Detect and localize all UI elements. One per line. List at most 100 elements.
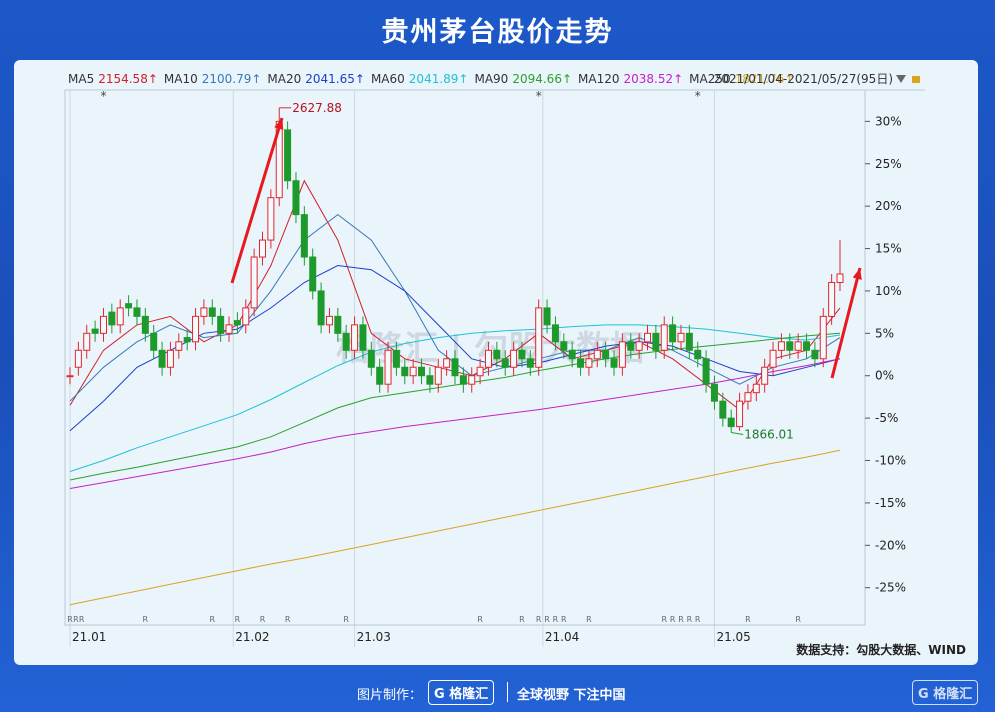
legend-name: MA10 [164, 72, 198, 86]
legend-name: MA20 [267, 72, 301, 86]
dropdown-icon [896, 75, 906, 83]
r-marker: R [519, 615, 525, 624]
source: 数据支持：勾股大数据、WIND [796, 642, 966, 657]
candle-body [635, 341, 643, 351]
candle-body [685, 332, 693, 351]
candle-body [560, 341, 568, 351]
candle-body [83, 332, 91, 351]
r-marker: R [73, 615, 79, 624]
y-tick-label: 20% [875, 199, 902, 213]
title: 贵州茅台股价走势 [381, 17, 614, 48]
annotation: 1866.01 [744, 428, 794, 442]
ma-line [69, 324, 841, 472]
r-marker: R [477, 615, 483, 624]
r-marker: R [553, 615, 559, 624]
candle-body [125, 303, 133, 309]
candle-body [744, 392, 752, 402]
candle-body [317, 290, 325, 326]
candle-body [409, 366, 417, 377]
candle-body [535, 307, 543, 368]
candle-body [133, 307, 141, 317]
panel [14, 60, 978, 665]
candle-body [426, 375, 434, 385]
candle-body [585, 358, 593, 368]
candle-body [719, 400, 727, 419]
candle-body [108, 311, 116, 326]
candle-body [325, 315, 333, 326]
candle-body [401, 366, 409, 377]
candle-body [644, 332, 651, 343]
corner-logo: G 格隆汇 [912, 680, 979, 705]
footer: 图片制作： G 格隆汇 全球视野 下注中国 G 格隆汇 [0, 680, 995, 706]
candle-body [803, 341, 811, 351]
r-marker: R [67, 615, 73, 624]
candle-body [501, 358, 509, 368]
lock-icon [912, 76, 920, 83]
candle-body [208, 307, 216, 317]
trend-arrow-head [274, 118, 284, 130]
candle-body [794, 341, 802, 351]
legend-value: 1821.76↑ [735, 72, 795, 86]
candle-body [183, 337, 191, 343]
candle-body [694, 349, 702, 360]
candle-body [141, 315, 149, 334]
candle-body [284, 129, 292, 182]
trend-arrow [830, 267, 862, 379]
legend-name: MA5 [68, 72, 94, 86]
candle-body [836, 273, 844, 283]
star-marker: * [695, 89, 701, 103]
y-tick-label: -15% [875, 496, 906, 510]
candle-body [91, 328, 99, 334]
candle-body [484, 349, 492, 368]
r-marker: R [536, 615, 542, 624]
r-marker: R [285, 615, 291, 624]
y-tick-label: 30% [875, 114, 902, 128]
y-tick-label: 15% [875, 242, 902, 256]
y-tick-label: 0% [875, 369, 894, 383]
candle-body [166, 349, 174, 368]
candle-body [526, 358, 534, 368]
candle-body [828, 281, 836, 317]
candle-body [811, 349, 819, 360]
candle-body [819, 315, 827, 360]
star-marker: * [100, 89, 106, 103]
candle-body [384, 349, 392, 385]
candle-body [300, 214, 308, 258]
y-tick-label: -5% [875, 411, 898, 425]
trend-arrow [230, 117, 284, 284]
logo: G 格隆汇 [428, 680, 495, 705]
candle-body [292, 180, 300, 216]
legend-name: MA250 [689, 72, 730, 86]
legend-name: MA60 [371, 72, 405, 86]
y-tick-label: -20% [875, 538, 906, 552]
candle-body [493, 349, 501, 360]
candle-body [476, 366, 484, 377]
candle-body [602, 349, 610, 360]
candle-body [761, 366, 769, 385]
r-marker: R [678, 615, 684, 624]
x-tick-label: 21.04 [545, 630, 579, 644]
ma-line [69, 358, 841, 489]
candle-body [334, 315, 342, 334]
candle-body [392, 349, 400, 368]
candle-body [727, 417, 735, 428]
legend-value: 2041.89↑ [409, 72, 469, 86]
candle-body [418, 366, 426, 377]
candle-body [451, 358, 459, 377]
y-tick-label: 5% [875, 326, 894, 340]
made-by: 图片制作： [357, 688, 423, 703]
candle-body [267, 197, 275, 241]
candle-body [359, 324, 367, 351]
legend-value: 2100.79↑ [202, 72, 262, 86]
candle-body [116, 307, 124, 326]
y-tick-label: -10% [875, 454, 906, 468]
y-tick-label: 25% [875, 157, 902, 171]
candle-body [434, 366, 442, 385]
date-range: 2021/01/04-2021/05/27(95日) [714, 72, 893, 86]
r-marker: R [561, 615, 567, 624]
candle-body [510, 349, 518, 368]
candle-body [66, 375, 74, 378]
r-marker: R [210, 615, 216, 624]
candle-body [99, 315, 107, 334]
